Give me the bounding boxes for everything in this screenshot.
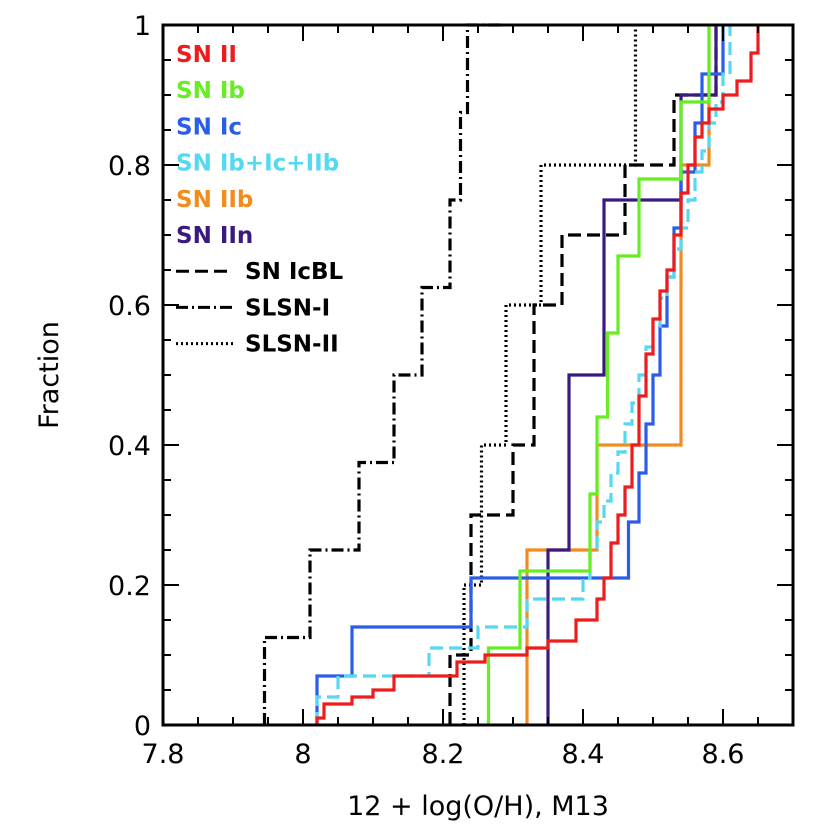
y-tick-label: 0 [134, 711, 151, 742]
series-line-sn-ib-ic-iib [315, 25, 732, 725]
series-line-sn-ii [315, 25, 760, 725]
series-line-slsn-i [262, 23, 503, 725]
legend-label-slsn-i: SLSN-I [245, 295, 330, 321]
x-tick-label: 8 [294, 739, 311, 770]
legend-label-sn-icbl: SN IcBL [245, 259, 344, 285]
x-tick-label: 8.2 [422, 739, 465, 770]
legend-label-sn-ic: SN Ic [176, 114, 242, 140]
series-layer [262, 23, 760, 725]
legend-label-slsn-ii: SLSN-II [245, 332, 339, 358]
y-tick-label: 0.2 [108, 571, 151, 602]
tick-layer: 7.8 8 8.2 8.4 8.6 0 0.2 0.4 0.6 0.8 1 [108, 11, 793, 770]
x-tick-label: 8.4 [562, 739, 605, 770]
x-axis-title: 12 + log(O/H), M13 [347, 791, 609, 822]
y-tick-label: 1 [134, 11, 151, 42]
series-line-slsn-ii [462, 25, 638, 725]
y-tick-label: 0.4 [108, 431, 151, 462]
series-line-sn-iin [546, 25, 718, 725]
y-tick-label: 0.8 [108, 151, 151, 182]
series-line-sn-ib [486, 25, 711, 725]
y-tick-label: 0.6 [108, 291, 151, 322]
x-tick-label: 8.6 [702, 739, 745, 770]
legend: SN II SN Ib SN Ic SN Ib+Ic+IIb SN IIb SN IIn S… [176, 42, 344, 358]
legend-label-sn-ib-ic-iib: SN Ib+Ic+IIb [176, 151, 339, 177]
y-axis-title: Fraction [34, 321, 65, 429]
legend-label-sn-iib: SN IIb [176, 187, 253, 213]
legend-label-sn-iin: SN IIn [176, 223, 253, 249]
x-tick-label: 7.8 [142, 739, 185, 770]
plot-frame [161, 23, 795, 727]
legend-label-sn-ii: SN II [176, 42, 237, 68]
legend-label-sn-ib: SN Ib [176, 78, 245, 104]
